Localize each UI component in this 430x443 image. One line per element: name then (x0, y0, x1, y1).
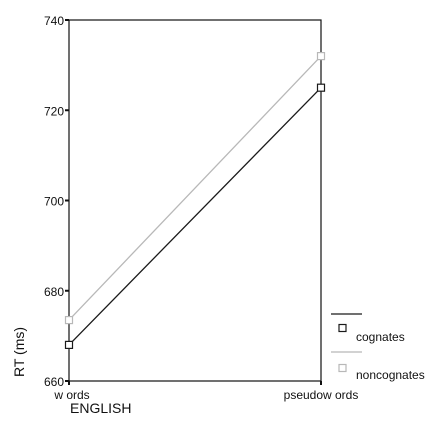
y-tick-label-740: 740 (44, 14, 64, 28)
legend-marker-noncognates (338, 363, 347, 373)
legend-marker-cognates (338, 323, 347, 333)
point-noncognates-words (64, 315, 74, 325)
y-tick-label-700: 700 (44, 195, 64, 209)
y-tick-label-660: 660 (44, 375, 64, 389)
x-axis: w ords pseudow ords (53, 381, 358, 402)
legend-label-cognates: cognates (356, 330, 405, 344)
y-axis-title: RT (ms) (11, 327, 27, 377)
legend: cognates noncognates (331, 313, 425, 382)
y-tick-label-720: 720 (44, 104, 64, 118)
x-tick-label-pseudowords: pseudow ords (284, 388, 359, 402)
point-cognates-pseudowords (316, 83, 326, 92)
series-line-noncognates (68, 55, 322, 321)
series-line-cognates (68, 87, 322, 346)
legend-label-noncognates: noncognates (356, 368, 425, 382)
y-tick-label-680: 680 (44, 285, 64, 299)
x-axis-title: ENGLISH (70, 400, 131, 416)
point-noncognates-pseudowords (316, 51, 326, 61)
x-tick-label-words: w ords (53, 388, 89, 402)
series-layer (64, 51, 326, 349)
point-cognates-words (64, 340, 74, 349)
